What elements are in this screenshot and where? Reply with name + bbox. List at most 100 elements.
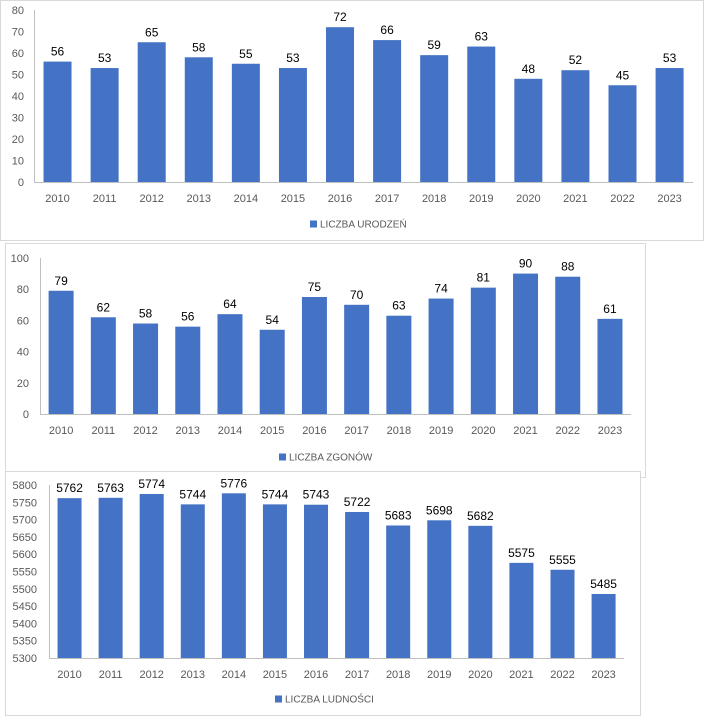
bar-2016 — [301, 297, 327, 414]
bar-2010 — [57, 498, 82, 658]
data-label-2020: 48 — [522, 62, 536, 76]
x-tick-label-2011: 2011 — [93, 193, 117, 205]
x-tick-label-2010: 2010 — [49, 425, 73, 437]
x-tick-label-2017: 2017 — [345, 669, 369, 681]
x-tick-label-2021: 2021 — [563, 193, 587, 205]
data-label-2020: 81 — [477, 271, 491, 285]
x-tick-label-2016: 2016 — [302, 425, 326, 437]
data-label-2016: 75 — [308, 280, 322, 294]
x-tick-label-2015: 2015 — [281, 193, 305, 205]
bar-2016 — [304, 504, 329, 658]
population-chart: 5300 5350 5400 5450 5500 5550 5600 5650 5700 5750… — [5, 471, 641, 716]
data-label-2018: 59 — [428, 38, 442, 52]
bar-2018 — [386, 525, 411, 658]
y-tick-label: 0 — [23, 409, 29, 421]
y-tick-label: 20 — [17, 378, 29, 390]
data-label-2018: 63 — [392, 299, 406, 313]
x-tick-label-2012: 2012 — [139, 193, 163, 205]
y-tick-label: 80 — [17, 284, 29, 296]
data-label-2014: 64 — [223, 297, 237, 311]
data-label-2022: 88 — [561, 260, 575, 274]
x-tick-label-2020: 2020 — [516, 193, 540, 205]
x-tick-label-2011: 2011 — [92, 425, 116, 437]
y-tick-label: 60 — [17, 315, 29, 327]
x-tick-label-2018: 2018 — [386, 669, 410, 681]
bar-2020 — [468, 525, 493, 658]
bar-2020 — [470, 287, 496, 414]
data-label-2019: 63 — [475, 30, 489, 44]
bar-2011 — [98, 497, 123, 658]
x-tick-label-2022: 2022 — [550, 669, 574, 681]
bar-2018 — [386, 315, 412, 414]
legend-label: LICZBA LUDNOŚCI — [285, 693, 374, 706]
bar-2015 — [259, 329, 285, 414]
y-tick-label: 5650 — [13, 532, 37, 544]
legend-swatch — [279, 453, 286, 461]
data-label-2015: 5744 — [262, 487, 289, 501]
bar-2015 — [278, 68, 307, 182]
bar-2019 — [467, 46, 496, 182]
x-tick-label-2020: 2020 — [468, 669, 492, 681]
bar-2022 — [608, 85, 637, 182]
x-tick-label-2016: 2016 — [304, 669, 328, 681]
x-tick-label-2023: 2023 — [591, 669, 615, 681]
bar-2017 — [344, 304, 370, 414]
y-tick-label: 80 — [12, 5, 24, 17]
data-label-2014: 55 — [239, 47, 253, 61]
bar-2017 — [345, 511, 370, 658]
x-tick-label-2023: 2023 — [657, 193, 681, 205]
bar-2014 — [231, 63, 260, 182]
y-tick-label: 5350 — [13, 636, 37, 648]
x-tick-label-2014: 2014 — [222, 669, 246, 681]
x-tick-label-2021: 2021 — [513, 425, 537, 437]
legend-label: LICZBA URODZEŃ — [320, 218, 407, 231]
data-label-2011: 53 — [98, 51, 112, 65]
y-tick-label: 5300 — [13, 653, 37, 665]
data-label-2013: 58 — [192, 40, 206, 54]
y-tick-label: 60 — [12, 48, 24, 60]
bar-2014 — [217, 314, 243, 414]
x-tick-label-2012: 2012 — [133, 425, 157, 437]
data-label-2014: 5776 — [221, 476, 248, 490]
data-label-2021: 52 — [569, 53, 583, 67]
data-label-2015: 54 — [266, 313, 280, 327]
bar-2023 — [655, 68, 684, 182]
y-tick-label: 5450 — [13, 601, 37, 613]
data-label-2012: 65 — [145, 25, 159, 39]
y-tick-label: 100 — [11, 253, 29, 265]
x-tick-label-2014: 2014 — [234, 193, 258, 205]
bar-2011 — [90, 68, 119, 182]
births-chart: 0 10 20 30 40 50 60 70 80 56 2010 53 2011 65 2012 58 201… — [0, 0, 704, 241]
x-tick-label-2014: 2014 — [218, 425, 242, 437]
data-label-2010: 56 — [51, 45, 65, 59]
bar-2013 — [180, 504, 205, 658]
data-label-2010: 5762 — [56, 481, 83, 495]
data-label-2023: 5485 — [590, 577, 617, 591]
data-label-2019: 74 — [434, 282, 448, 296]
x-tick-label-2018: 2018 — [422, 193, 446, 205]
data-label-2016: 72 — [333, 10, 347, 24]
x-tick-label-2021: 2021 — [509, 669, 533, 681]
data-label-2012: 5774 — [138, 477, 165, 491]
y-tick-label: 30 — [12, 113, 24, 125]
y-tick-label: 5750 — [13, 497, 37, 509]
data-label-2015: 53 — [286, 51, 300, 65]
deaths-chart: 0 20 40 60 80 100 79 2010 62 2011 58 2012 56 2013 64 20… — [5, 243, 646, 478]
x-tick-label-2018: 2018 — [387, 425, 411, 437]
data-label-2010: 79 — [54, 274, 68, 288]
bar-2014 — [221, 493, 246, 658]
y-tick-label: 0 — [18, 177, 24, 189]
x-tick-label-2022: 2022 — [556, 425, 580, 437]
y-tick-label: 40 — [12, 91, 24, 103]
x-tick-label-2017: 2017 — [375, 193, 399, 205]
x-tick-label-2012: 2012 — [139, 669, 163, 681]
bar-2021 — [513, 273, 539, 414]
x-tick-label-2019: 2019 — [469, 193, 493, 205]
data-label-2021: 5575 — [508, 546, 535, 560]
x-tick-label-2013: 2013 — [181, 669, 205, 681]
bar-2022 — [550, 569, 575, 658]
bar-2018 — [420, 55, 449, 182]
bar-2021 — [561, 70, 590, 182]
x-tick-label-2019: 2019 — [429, 425, 453, 437]
